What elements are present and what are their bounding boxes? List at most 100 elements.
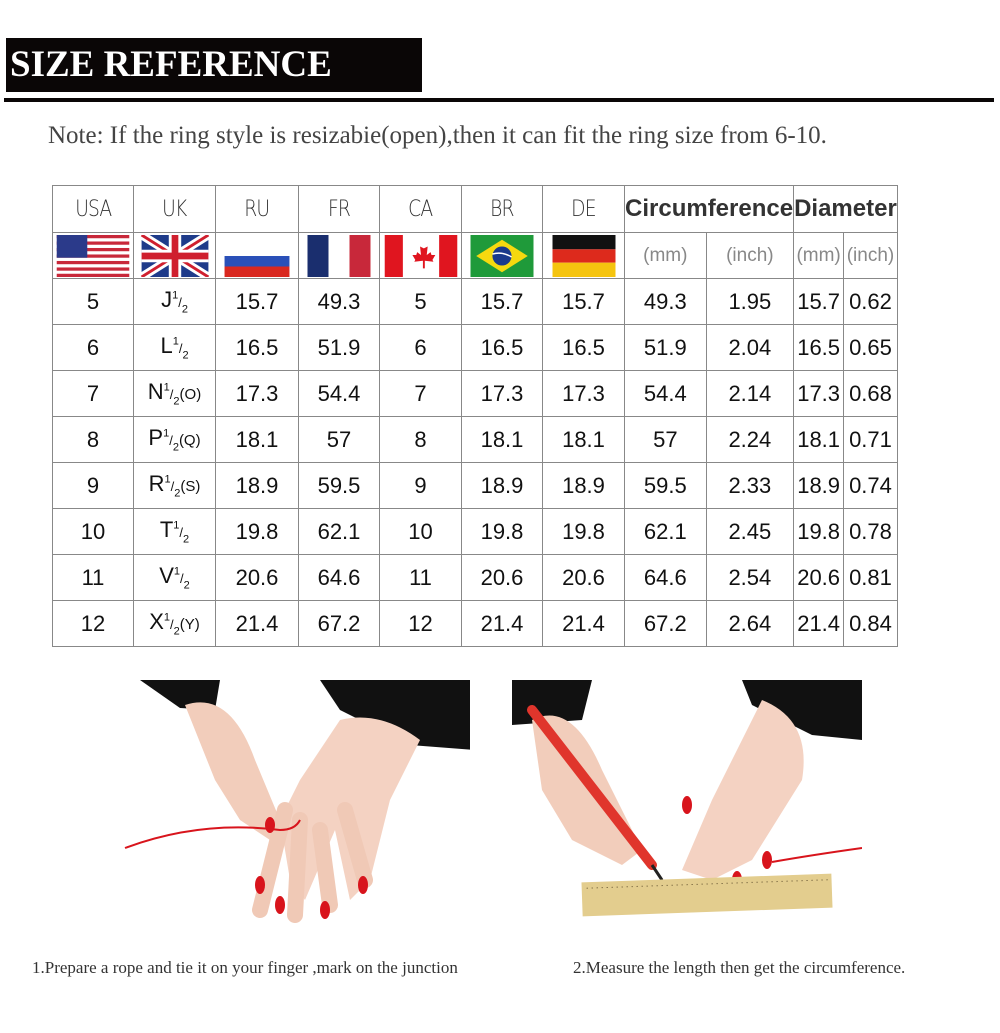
cell-circ-in: 2.14 bbox=[705, 370, 795, 417]
table-row: 6 L1/2 16.5 51.9 6 16.5 16.5 51.9 2.04 16.5 0.65 bbox=[52, 324, 898, 371]
cell-dia-mm: 15.7 bbox=[793, 278, 845, 325]
uk-alt: (Q) bbox=[178, 432, 201, 450]
uk-letter: L bbox=[160, 333, 173, 359]
brazil-flag-cell bbox=[461, 232, 543, 279]
cell-br: 19.8 bbox=[461, 508, 543, 555]
photo-tie-rope bbox=[120, 680, 470, 930]
header-ru: RU bbox=[215, 185, 299, 233]
uk-num: 1 bbox=[173, 565, 181, 578]
usa-flag-cell bbox=[52, 232, 134, 279]
cell-circ-in: 2.04 bbox=[705, 324, 795, 371]
uk-flag-icon bbox=[138, 234, 211, 277]
cell-br: 15.7 bbox=[461, 278, 543, 325]
russia-flag-cell bbox=[215, 232, 299, 279]
table-row: 7 N1/2(O) 17.3 54.4 7 17.3 17.3 54.4 2.14 17.3 0.6… bbox=[52, 370, 898, 417]
cell-de: 21.4 bbox=[542, 600, 625, 647]
uk-fraction-slash: / bbox=[180, 571, 184, 587]
uk-num: 1 bbox=[172, 289, 179, 302]
cell-ru: 17.3 bbox=[215, 370, 299, 417]
uk-letter: V bbox=[159, 563, 174, 589]
russia-flag-icon bbox=[224, 245, 290, 277]
cell-dia-mm: 18.1 bbox=[793, 416, 845, 463]
uk-den: 2 bbox=[182, 349, 189, 362]
table-row: 9 R1/2(S) 18.9 59.5 9 18.9 18.9 59.5 2.33 18.9 0.7… bbox=[52, 462, 898, 509]
cell-br: 16.5 bbox=[461, 324, 543, 371]
cell-ru: 19.8 bbox=[215, 508, 299, 555]
header-de: DE bbox=[542, 185, 625, 233]
cell-circ-in: 2.64 bbox=[705, 600, 795, 647]
header-br: BR bbox=[461, 185, 543, 233]
uk-letter: J bbox=[161, 287, 173, 313]
cell-de: 20.6 bbox=[542, 554, 625, 601]
cell-circ-mm: 57 bbox=[624, 416, 707, 463]
cell-dia-in: 0.74 bbox=[843, 462, 898, 509]
cell-circ-in: 2.24 bbox=[705, 416, 795, 463]
uk-flag-cell bbox=[133, 232, 216, 279]
unit-dia-mm: (mm) bbox=[793, 232, 845, 279]
step-1-caption: 1.Prepare a rope and tie it on your fing… bbox=[32, 958, 458, 977]
uk-alt: (Y) bbox=[179, 616, 200, 634]
cell-usa: 7 bbox=[52, 370, 134, 417]
brazil-flag-icon bbox=[470, 234, 534, 277]
cell-circ-mm: 62.1 bbox=[624, 508, 707, 555]
unit-circ-mm: (mm) bbox=[624, 232, 707, 279]
cell-uk: L1/2 bbox=[133, 324, 216, 371]
uk-num: 1 bbox=[163, 427, 170, 440]
header-diameter: Diameter bbox=[793, 185, 898, 233]
cell-ru: 18.9 bbox=[215, 462, 299, 509]
cell-usa: 6 bbox=[52, 324, 134, 371]
cell-br: 18.9 bbox=[461, 462, 543, 509]
cell-br: 20.6 bbox=[461, 554, 543, 601]
cell-br: 21.4 bbox=[461, 600, 543, 647]
cell-ca: 10 bbox=[379, 508, 462, 555]
page-title: SIZE REFERENCE bbox=[6, 38, 422, 92]
uk-den: 2 bbox=[173, 395, 180, 408]
uk-num: 1 bbox=[163, 381, 170, 394]
table-row: 10 T1/2 19.8 62.1 10 19.8 19.8 62.1 2.45 19.8 0.78 bbox=[52, 508, 898, 555]
cell-circ-mm: 54.4 bbox=[624, 370, 707, 417]
cell-usa: 11 bbox=[52, 554, 134, 601]
uk-fraction-slash: / bbox=[179, 525, 184, 541]
germany-flag-cell bbox=[542, 232, 625, 279]
cell-circ-in: 2.33 bbox=[705, 462, 795, 509]
france-flag-cell bbox=[298, 232, 380, 279]
cell-usa: 12 bbox=[52, 600, 134, 647]
photo-measure-ruler bbox=[512, 680, 862, 930]
cell-de: 18.9 bbox=[542, 462, 625, 509]
cell-usa: 8 bbox=[52, 416, 134, 463]
cell-circ-mm: 51.9 bbox=[624, 324, 707, 371]
uk-letter: P bbox=[148, 425, 164, 451]
cell-ru: 18.1 bbox=[215, 416, 299, 463]
uk-letter: X bbox=[149, 609, 164, 635]
cell-uk: T1/2 bbox=[133, 508, 216, 555]
france-flag-icon bbox=[307, 234, 371, 277]
cell-usa: 9 bbox=[52, 462, 134, 509]
cell-dia-mm: 20.6 bbox=[793, 554, 845, 601]
uk-den: 2 bbox=[183, 533, 190, 546]
size-table: USA UK RU FR CA BR DE Circumference Diam… bbox=[52, 185, 898, 647]
usa-flag-icon bbox=[56, 234, 130, 277]
cell-uk: X1/2(Y) bbox=[133, 600, 216, 647]
cell-ca: 12 bbox=[379, 600, 462, 647]
cell-circ-in: 2.45 bbox=[705, 508, 795, 555]
canada-flag-icon bbox=[384, 234, 457, 277]
cell-uk: P1/2(Q) bbox=[133, 416, 216, 463]
cell-dia-mm: 16.5 bbox=[793, 324, 845, 371]
cell-ru: 20.6 bbox=[215, 554, 299, 601]
uk-fraction-slash: / bbox=[169, 387, 174, 403]
header-circumference: Circumference bbox=[623, 185, 795, 233]
uk-den: 2 bbox=[172, 441, 179, 454]
cell-ca: 9 bbox=[379, 462, 462, 509]
cell-uk: J1/2 bbox=[133, 278, 216, 325]
uk-fraction-slash: / bbox=[178, 341, 183, 357]
uk-letter: N bbox=[147, 379, 164, 405]
resizable-note: Note: If the ring style is resizabie(ope… bbox=[48, 122, 827, 149]
cell-ca: 6 bbox=[379, 324, 462, 371]
flag-row: (mm) (inch) (mm) (inch) bbox=[52, 232, 898, 279]
header-fr: FR bbox=[298, 185, 380, 233]
cell-fr: 62.1 bbox=[298, 508, 380, 555]
cell-ru: 15.7 bbox=[215, 278, 299, 325]
cell-de: 18.1 bbox=[542, 416, 625, 463]
header-usa: USA bbox=[52, 185, 134, 233]
cell-ca: 8 bbox=[379, 416, 462, 463]
